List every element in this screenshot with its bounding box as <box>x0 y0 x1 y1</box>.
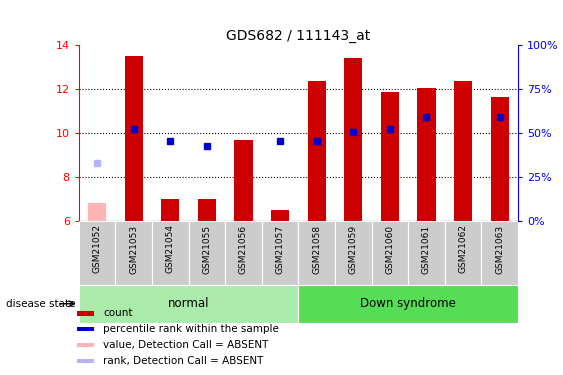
Bar <box>152 221 189 285</box>
Bar <box>79 221 115 285</box>
Bar <box>161 199 180 221</box>
Bar <box>481 221 518 285</box>
Bar <box>88 202 106 221</box>
Text: GSM21063: GSM21063 <box>495 224 504 274</box>
Bar <box>335 221 372 285</box>
Text: value, Detection Call = ABSENT: value, Detection Call = ABSENT <box>103 340 269 350</box>
Text: percentile rank within the sample: percentile rank within the sample <box>103 324 279 334</box>
Bar <box>115 221 152 285</box>
Bar <box>198 199 216 221</box>
Text: GSM21055: GSM21055 <box>203 224 211 274</box>
Text: GSM21054: GSM21054 <box>166 224 175 273</box>
Text: GSM21061: GSM21061 <box>422 224 431 274</box>
Bar <box>490 97 509 221</box>
Bar <box>225 221 262 285</box>
Bar <box>417 88 436 221</box>
Text: Down syndrome: Down syndrome <box>360 297 456 310</box>
Text: GSM21056: GSM21056 <box>239 224 248 274</box>
Text: GSM21057: GSM21057 <box>276 224 284 274</box>
Bar <box>77 327 94 332</box>
Bar <box>77 359 94 363</box>
Bar <box>344 58 363 221</box>
Text: GSM21058: GSM21058 <box>312 224 321 274</box>
Text: count: count <box>103 308 132 318</box>
Text: GSM21059: GSM21059 <box>349 224 358 274</box>
Text: rank, Detection Call = ABSENT: rank, Detection Call = ABSENT <box>103 356 263 366</box>
Bar <box>124 56 143 221</box>
Bar <box>262 221 298 285</box>
Bar <box>298 285 518 322</box>
Bar <box>234 140 253 221</box>
Text: GSM21062: GSM21062 <box>459 224 467 273</box>
Bar <box>271 210 289 221</box>
Text: GSM21060: GSM21060 <box>386 224 394 274</box>
Bar <box>77 311 94 315</box>
Bar <box>79 285 298 322</box>
Bar <box>77 343 94 347</box>
Text: GSM21053: GSM21053 <box>129 224 138 274</box>
Bar <box>445 221 481 285</box>
Bar <box>408 221 445 285</box>
Title: GDS682 / 111143_at: GDS682 / 111143_at <box>226 28 370 43</box>
Text: GSM21052: GSM21052 <box>93 224 101 273</box>
Bar <box>298 221 335 285</box>
Bar <box>454 81 472 221</box>
Text: disease state: disease state <box>6 299 75 309</box>
Bar <box>372 221 408 285</box>
Text: normal: normal <box>168 297 209 310</box>
Bar <box>381 92 399 221</box>
Bar <box>307 81 326 221</box>
Bar <box>189 221 225 285</box>
